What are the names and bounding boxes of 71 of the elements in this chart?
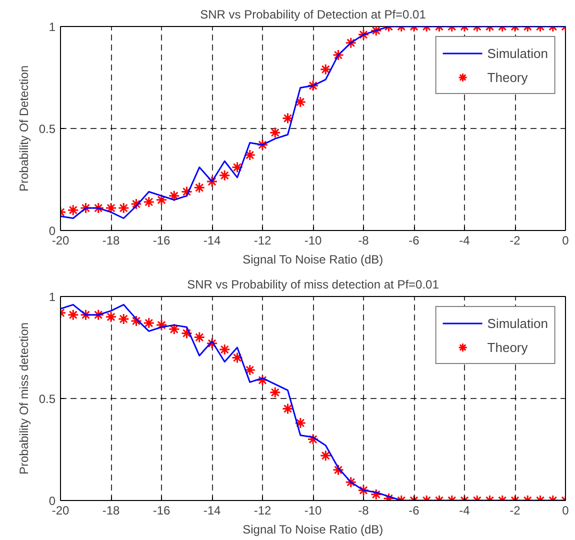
x-tick-label: -12 [254, 504, 272, 518]
point [218, 344, 230, 356]
x-tick-label: -2 [510, 234, 521, 248]
point [232, 162, 243, 174]
x-tick-label: -14 [203, 234, 221, 248]
point [118, 313, 130, 325]
x-tick-label: -18 [102, 504, 120, 518]
x-tick-label: -4 [459, 504, 470, 518]
point [130, 198, 142, 210]
point [156, 319, 168, 331]
x-tick-label: 0 [562, 234, 570, 248]
point [206, 338, 218, 350]
x-tick-label: -16 [152, 234, 170, 248]
x-axis-title: Signal To Noise Ratio (dB) [242, 252, 384, 266]
point [206, 176, 218, 188]
point [168, 190, 180, 202]
point [168, 323, 180, 335]
x-axis-title: Signal To Noise Ratio (dB) [242, 522, 384, 536]
x-tick-label: -18 [102, 234, 120, 248]
x-tick-label: -6 [408, 234, 420, 248]
legend-label: Theory [487, 340, 528, 354]
point [256, 374, 268, 386]
point [244, 364, 256, 376]
y-axis-title: Probability Of Detection [16, 65, 31, 192]
point [143, 196, 155, 208]
point [218, 170, 230, 182]
point [80, 309, 92, 321]
point [156, 194, 168, 206]
y-tick-label: 1 [48, 290, 56, 304]
point [282, 112, 294, 124]
point [181, 327, 192, 339]
point [92, 309, 104, 321]
point [194, 182, 206, 194]
point [256, 139, 268, 151]
y-tick-label: 0.5 [38, 392, 56, 406]
point [67, 309, 79, 321]
legend-label: Simulation [487, 316, 548, 330]
point [269, 386, 281, 398]
point [232, 352, 243, 364]
x-tick-label: -6 [408, 504, 420, 518]
x-tick-label: -10 [304, 504, 322, 518]
point [130, 315, 142, 327]
x-tick-label: -8 [358, 504, 370, 518]
point [92, 202, 104, 214]
x-tick-label: -4 [459, 234, 470, 248]
point [80, 202, 92, 214]
x-tick-label: -16 [152, 504, 170, 518]
x-tick-label: -2 [510, 504, 521, 518]
chart-title: SNR vs Probability of miss detection at Pf=0.01 [187, 278, 440, 292]
point [282, 402, 294, 414]
y-tick-label: 1 [48, 20, 56, 34]
point [181, 186, 192, 198]
line-series [60, 26, 566, 220]
x-tick-label: 0 [562, 504, 570, 518]
x-tick-label: -14 [203, 504, 221, 518]
point [105, 311, 117, 323]
point [67, 204, 79, 216]
legend-label: Simulation [487, 46, 548, 60]
chart-title: SNR vs Probability of Detection at Pf=0.01 [200, 8, 426, 22]
point [118, 202, 130, 214]
point [269, 126, 281, 138]
point [244, 149, 256, 161]
point [194, 332, 206, 344]
x-tick-label: -12 [254, 234, 272, 248]
x-tick-label: -8 [358, 234, 370, 248]
y-axis-title: Probability Of miss detection [16, 322, 31, 475]
point [105, 202, 117, 214]
point [143, 317, 155, 329]
y-tick-label: 0.5 [38, 122, 56, 136]
legend-label: Theory [487, 70, 528, 84]
x-tick-label: -10 [304, 234, 322, 248]
